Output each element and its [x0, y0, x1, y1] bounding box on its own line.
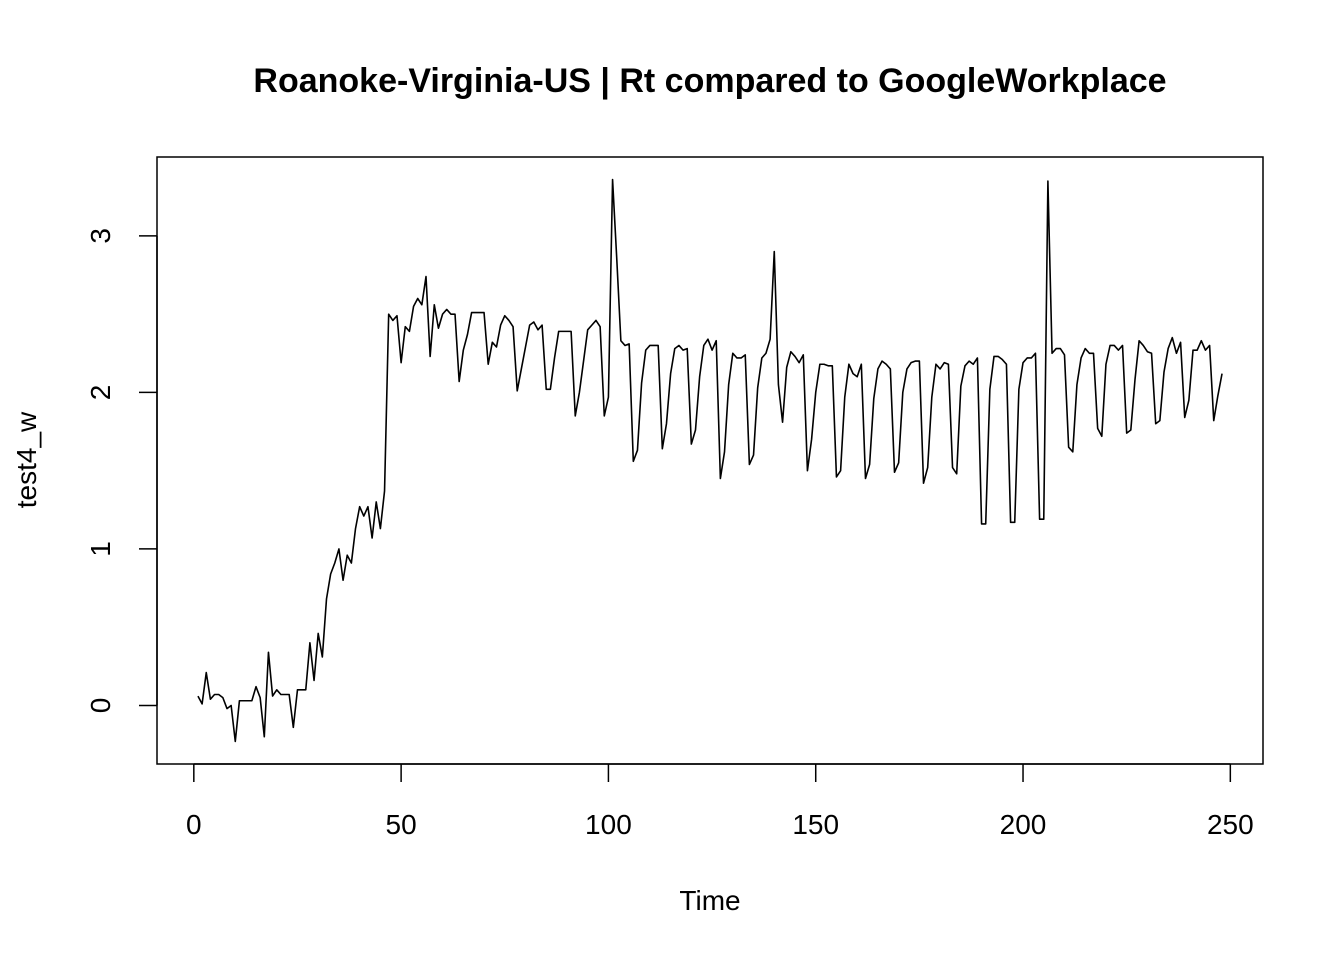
- data-line: [197, 178, 1223, 743]
- y-tick-label: 1: [85, 541, 116, 557]
- x-tick-label: 200: [1000, 809, 1047, 840]
- y-axis-label: test4_w: [11, 411, 42, 508]
- y-tick-label: 0: [85, 698, 116, 714]
- y-tick-label: 3: [85, 228, 116, 244]
- x-tick-label: 50: [386, 809, 417, 840]
- x-tick-label: 100: [585, 809, 632, 840]
- plot-box: [156, 156, 1264, 765]
- chart-title: Roanoke-Virginia-US | Rt compared to Goo…: [253, 62, 1166, 100]
- x-axis-label: Time: [679, 885, 740, 916]
- y-tick-label: 2: [85, 385, 116, 401]
- x-tick-label: 0: [186, 809, 202, 840]
- x-tick-label: 250: [1207, 809, 1254, 840]
- x-tick-label: 150: [792, 809, 839, 840]
